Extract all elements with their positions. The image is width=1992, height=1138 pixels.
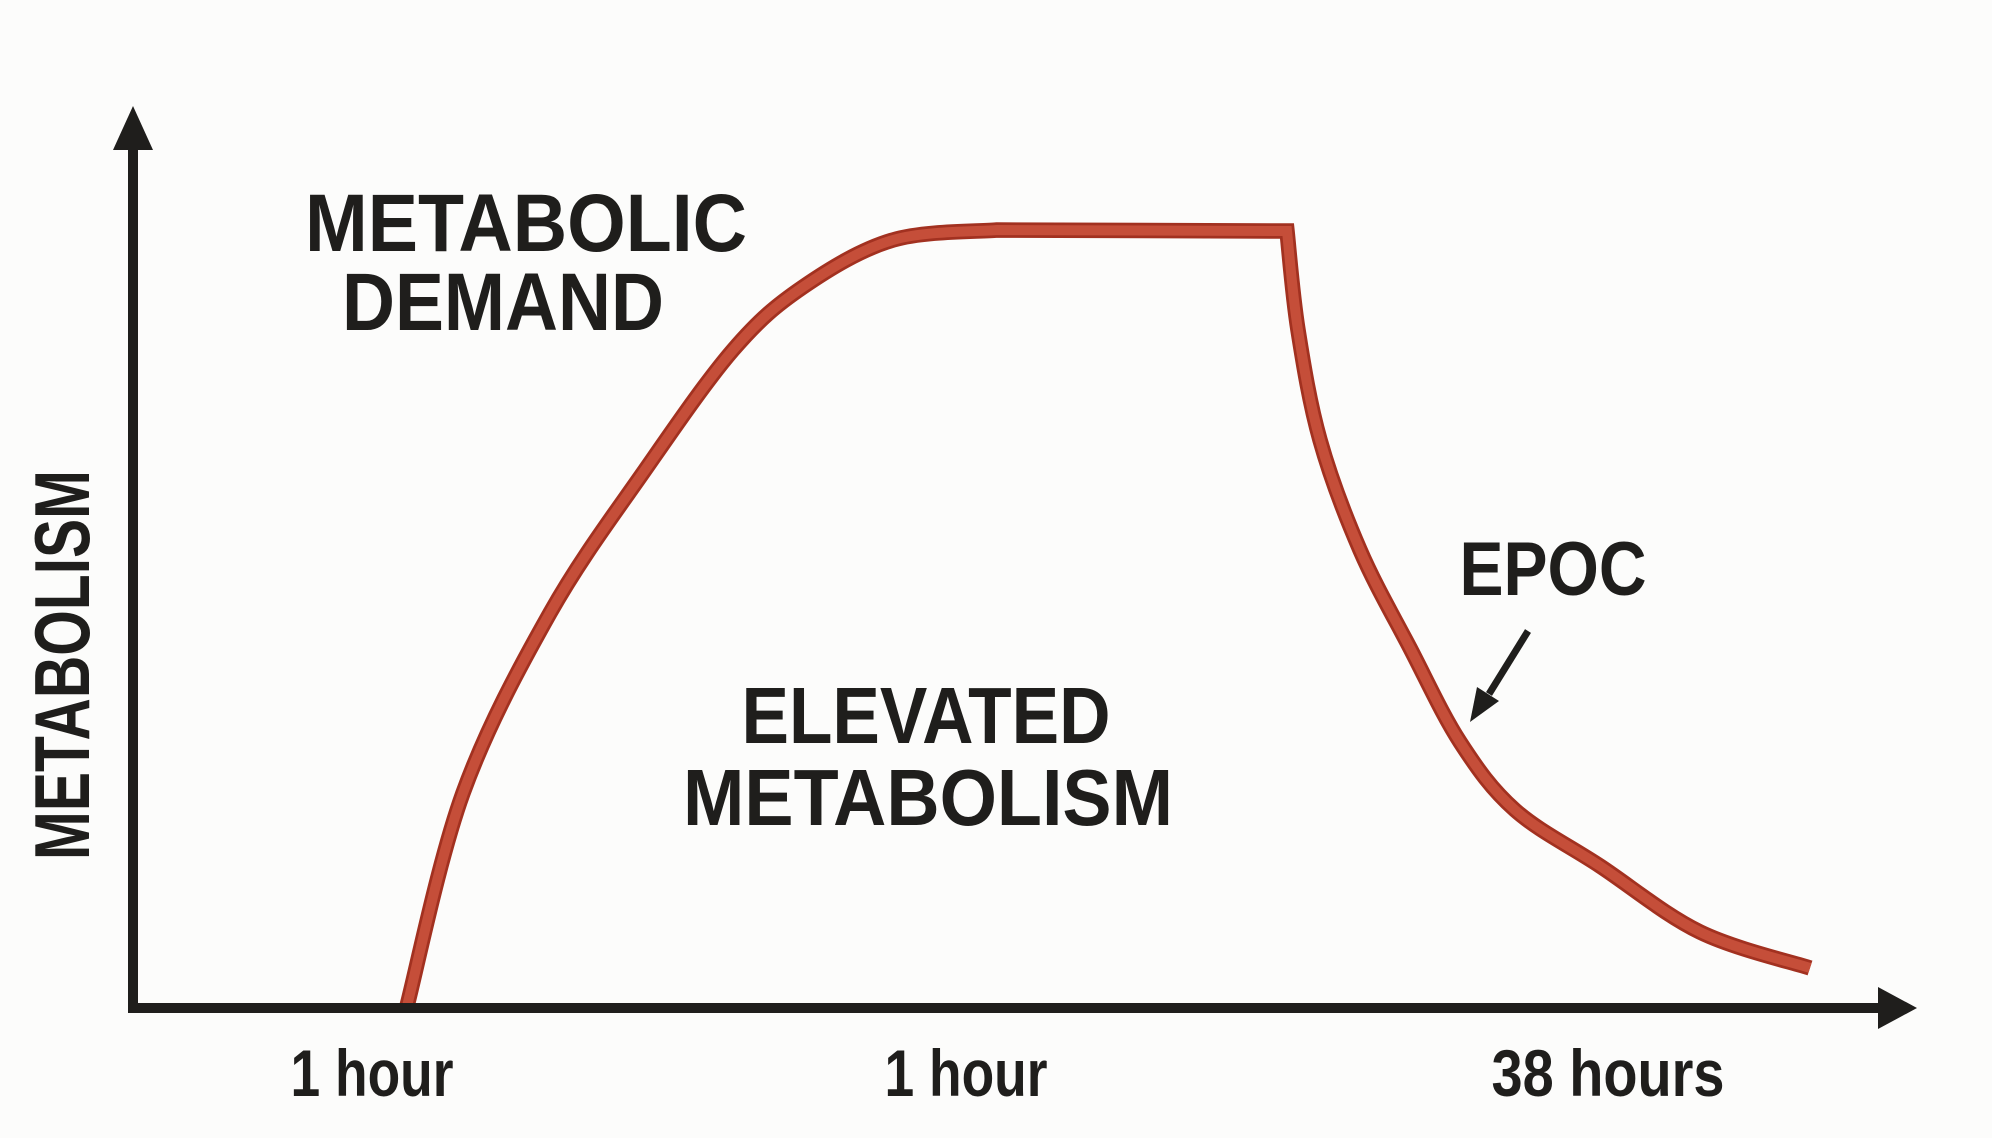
x-axis-arrowhead-icon xyxy=(1878,987,1917,1029)
elevated-metabolism-label-line1: ELEVATED xyxy=(742,671,1111,760)
epoc-annotation-arrow xyxy=(1470,629,1531,722)
metabolic-demand-label-line2: DEMAND xyxy=(342,257,664,348)
x-tick-label-plateau: 1 hour xyxy=(885,1036,1048,1110)
metabolic-demand-label-line1: METABOLIC xyxy=(305,178,747,269)
metabolism-curve-core xyxy=(402,224,1812,1008)
epoc-arrow-shaft xyxy=(1486,629,1531,696)
y-axis-label: METABOLISM xyxy=(18,470,106,860)
x-tick-label-rise: 1 hour xyxy=(291,1036,454,1110)
elevated-metabolism-label-line2: METABOLISM xyxy=(683,753,1173,842)
metabolism-curve xyxy=(399,222,1813,1008)
epoc-arrowhead-icon xyxy=(1470,687,1499,722)
x-tick-label-decay: 38 hours xyxy=(1492,1036,1725,1110)
axes xyxy=(113,106,1917,1029)
y-axis-arrowhead-icon xyxy=(113,106,153,150)
epoc-label: EPOC xyxy=(1460,527,1647,612)
